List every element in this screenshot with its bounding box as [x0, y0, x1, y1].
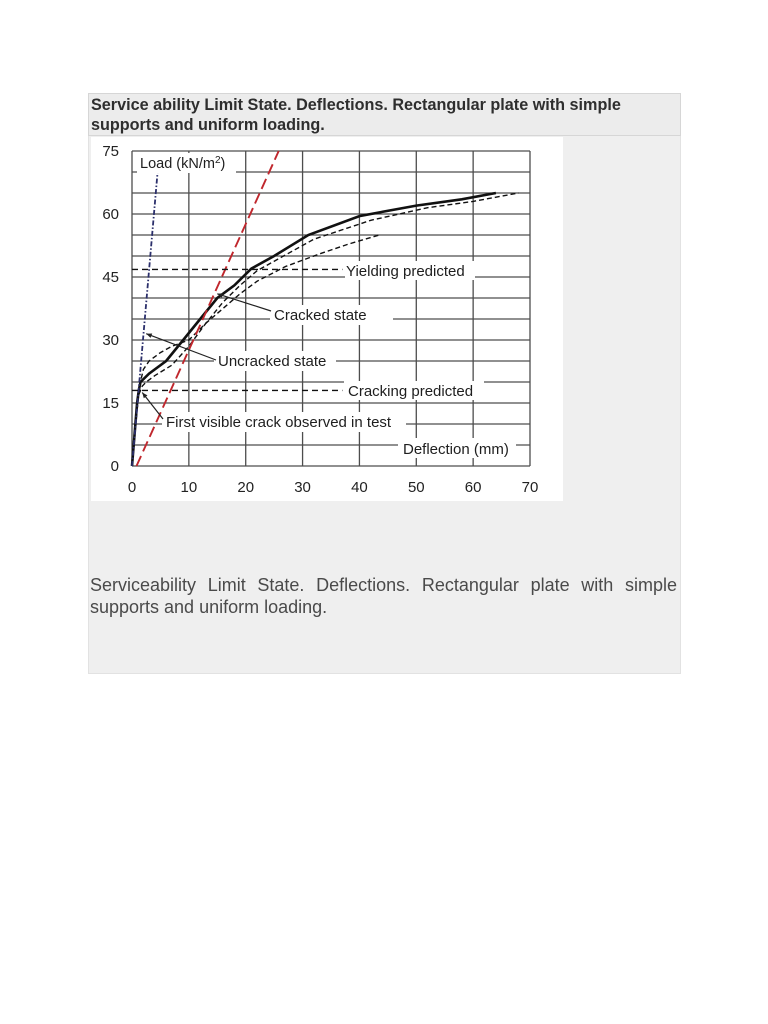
- y-axis-label: Load (kN/m2): [140, 155, 225, 172]
- cracked-state-line: [135, 150, 280, 467]
- label-background: [137, 153, 236, 173]
- axis-ticks: 0 10 20 30 40 50 60 70 0 15 30 45 60 75: [102, 143, 538, 496]
- load-deflection-chart: 0 10 20 30 40 50 60 70 0 15 30 45 60 75 Load (kN/m2) D…: [102, 143, 538, 496]
- calculated-model-2-line: [131, 234, 380, 467]
- x-axis-label: Deflection (mm): [403, 441, 509, 458]
- label-background: [214, 351, 336, 371]
- x-tick-label: 50: [408, 479, 425, 496]
- arrowhead-icon: [146, 333, 153, 338]
- y-tick-label: 0: [111, 458, 119, 475]
- annotation-cracked-state: Cracked state: [274, 307, 367, 324]
- chart-annotations: Load (kN/m2) Deflection (mm) Yielding pred…: [137, 153, 516, 458]
- annotation-yielding-predicted: Yielding predicted: [346, 263, 465, 280]
- annotation-leader-line: [141, 392, 164, 420]
- label-background: [270, 305, 393, 325]
- x-tick-label: 40: [351, 479, 368, 496]
- chart-figure: 0 10 20 30 40 50 60 70 0 15 30 45 60 75 Load (kN/m2) D…: [91, 137, 563, 501]
- annotation-uncracked-state: Uncracked state: [218, 353, 326, 370]
- y-tick-label: 30: [102, 332, 119, 349]
- x-tick-label: 30: [294, 479, 311, 496]
- x-tick-label: 10: [181, 479, 198, 496]
- y-tick-label: 75: [102, 143, 119, 160]
- arrowhead-icon: [217, 293, 224, 298]
- chart-grid: [131, 150, 531, 467]
- x-tick-label: 60: [465, 479, 482, 496]
- annotation-cracking-predicted: Cracking predicted: [348, 383, 473, 400]
- label-background: [398, 438, 516, 458]
- y-tick-label: 15: [102, 395, 119, 412]
- label-background: [162, 412, 406, 432]
- figure-heading: Service ability Limit State. Deflections…: [88, 93, 681, 136]
- label-background: [345, 261, 475, 280]
- figure-caption: Serviceability Limit State. Deflections.…: [90, 575, 677, 617]
- label-background: [344, 381, 484, 400]
- y-tick-label: 60: [102, 206, 119, 223]
- annotation-leader-line: [217, 293, 272, 312]
- x-tick-label: 20: [237, 479, 254, 496]
- annotation-leader-line: [146, 333, 217, 361]
- annotation-first-visible-crack: First visible crack observed in test: [166, 414, 392, 431]
- x-tick-label: 70: [522, 479, 539, 496]
- y-tick-label: 45: [102, 269, 119, 286]
- chart-series: [130, 150, 519, 467]
- uncracked-state-line: [131, 171, 159, 467]
- arrowhead-icon: [142, 392, 148, 399]
- x-tick-label: 0: [128, 479, 136, 496]
